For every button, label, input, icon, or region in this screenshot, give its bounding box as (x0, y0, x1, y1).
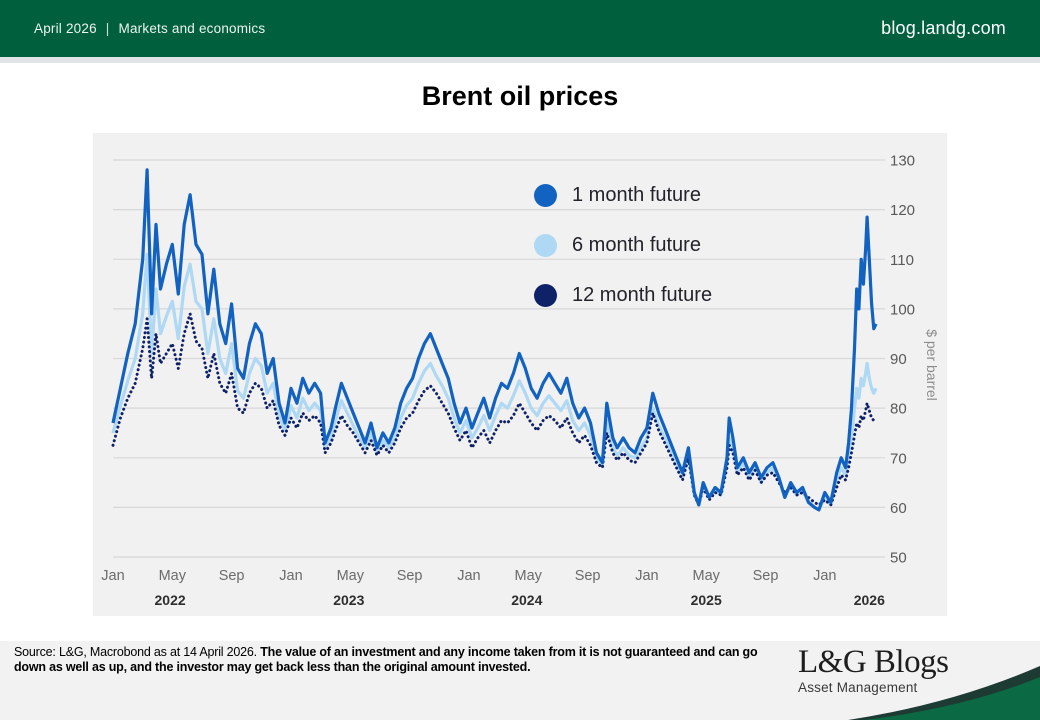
x-tick-label: May (692, 568, 720, 584)
x-year-label: 2022 (155, 592, 186, 608)
x-tick-label: Sep (219, 568, 245, 584)
legend-label: 1 month future (572, 183, 701, 206)
swoosh-fill (864, 677, 1040, 720)
header-bar: April 2026 | Markets and economics blog.… (0, 0, 1040, 57)
y-tick-label: 60 (890, 500, 907, 517)
x-tick-label: Jan (813, 568, 836, 584)
x-tick-label: Jan (279, 568, 302, 584)
header-section: Markets and economics (118, 21, 266, 36)
y-tick-label: 130 (890, 153, 915, 170)
chart-legend: 1 month future 6 month future 12 month fut… (534, 183, 712, 333)
y-tick-label: 50 (890, 550, 907, 567)
series-1-month-future (111, 168, 878, 512)
x-tick-label: Sep (753, 568, 779, 584)
corner-swoosh-graphic (848, 666, 1040, 720)
y-tick-label: 120 (890, 202, 915, 219)
y-tick-label: 80 (890, 401, 907, 418)
x-tick-label: Jan (635, 568, 658, 584)
legend-label: 12 month future (572, 283, 713, 306)
legend-label: 6 month future (572, 233, 701, 256)
header-separator: | (105, 21, 110, 36)
legend-swatch-icon (534, 283, 557, 307)
y-tick-label: 100 (890, 301, 915, 318)
x-year-label: 2023 (333, 592, 364, 608)
line-chart: 50 60 70 80 90 100 110 120 130 $ per barrel Jan May… (101, 153, 940, 609)
x-tick-label: Sep (575, 568, 601, 584)
source-text: Source: L&G, Macrobond as at 14 April 20… (14, 645, 257, 659)
x-year-label: 2026 (854, 592, 885, 608)
header-issue: April 2026 | Markets and economics (34, 21, 265, 36)
x-tick-label: May (337, 568, 365, 584)
x-tick-label: May (159, 568, 187, 584)
header-date: April 2026 (34, 21, 97, 36)
y-tick-label: 90 (890, 351, 907, 368)
series-6-month-future (111, 252, 878, 512)
brand-logo: L&G Blogs Asset Management (798, 644, 949, 695)
footer: Source: L&G, Macrobond as at 14 April 20… (0, 641, 1040, 720)
header-site-link[interactable]: blog.landg.com (881, 18, 1006, 38)
header-divider (0, 57, 1040, 63)
source-note: Source: L&G, Macrobond as at 14 April 20… (14, 645, 776, 675)
legend-swatch-icon (534, 183, 557, 207)
logo-subtitle: Asset Management (798, 680, 918, 695)
x-year-label: 2024 (511, 592, 542, 608)
y-axis-label: $ per barrel (924, 329, 940, 401)
x-tick-label: Jan (457, 568, 480, 584)
logo-wordmark: L&G Blogs (798, 644, 949, 680)
y-tick-label: 70 (890, 450, 907, 467)
chart-panel: 50 60 70 80 90 100 110 120 130 $ per barrel Jan May… (93, 133, 947, 616)
legend-swatch-icon (534, 233, 557, 257)
legend-item: 12 month future (534, 283, 712, 307)
x-year-label: 2025 (691, 592, 722, 608)
x-tick-label: May (514, 568, 542, 584)
x-tick-label: Sep (397, 568, 423, 584)
legend-item: 6 month future (534, 233, 712, 257)
disclaimer-text: The value of an investment and any incom… (14, 645, 758, 674)
y-tick-label: 110 (890, 252, 914, 269)
x-tick-label: Jan (101, 568, 124, 584)
page-title: Brent oil prices (421, 81, 619, 111)
legend-item: 1 month future (534, 183, 712, 207)
